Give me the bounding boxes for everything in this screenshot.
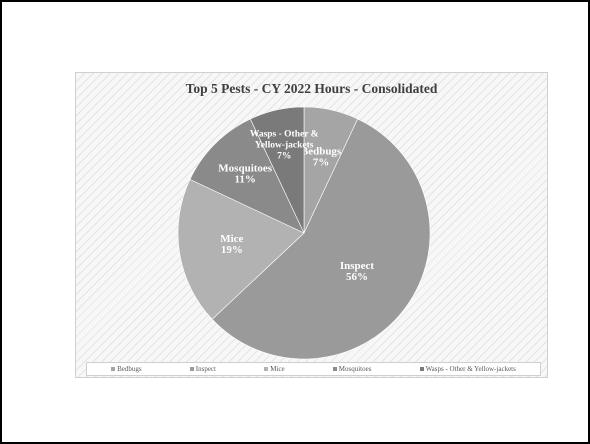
legend-swatch-mosquitoes: [332, 367, 337, 371]
data-label-mice: Mice 19%: [220, 233, 243, 256]
legend-item-mosquitoes: Mosquitoes: [332, 365, 372, 373]
pie-chart: Bedbugs 7% Inspect 56% Mice 19% Mosquitoes 11%W…: [177, 106, 431, 360]
legend-label-mosquitoes: Mosquitoes: [338, 365, 372, 373]
legend-swatch-inspect: [189, 367, 194, 371]
data-label-inspect: Inspect 56%: [340, 260, 375, 283]
legend-item-inspect: Inspect: [189, 365, 216, 373]
chart-title: Top 5 Pests - CY 2022 Hours - Consolidat…: [185, 81, 438, 96]
legend-item-mice: Mice: [264, 365, 285, 373]
legend-swatch-bedbugs: [111, 367, 116, 371]
legend-label-mice: Mice: [270, 365, 285, 373]
data-label-bedbugs: Bedbugs 7%: [301, 145, 342, 168]
pie-slice-wasps: [249, 106, 305, 234]
legend-label-bedbugs: Bedbugs: [117, 365, 142, 373]
chart-legend: Bedbugs Inspect Mice Mosquitoes Wasps - …: [86, 362, 541, 376]
legend-item-wasps: Wasps - Other & Yellow-jackets: [419, 365, 516, 373]
pie-slice-mosquitoes: [189, 118, 305, 234]
legend-item-bedbugs: Bedbugs: [111, 365, 142, 373]
chart-area: Top 5 Pests - CY 2022 Hours - Consolidat…: [75, 72, 548, 378]
pie-slice-inspect: [211, 118, 431, 360]
data-label-mosquitoes: Mosquitoes 11%: [218, 163, 273, 186]
legend-label-wasps: Wasps - Other & Yellow-jackets: [425, 365, 516, 373]
data-label-wasps: Wasps - Other & Yellow-jackets 7%: [250, 129, 319, 161]
legend-swatch-wasps: [419, 367, 424, 371]
legend-label-inspect: Inspect: [195, 365, 216, 373]
pie-slice-mice: [177, 178, 305, 320]
legend-swatch-mice: [264, 367, 269, 371]
